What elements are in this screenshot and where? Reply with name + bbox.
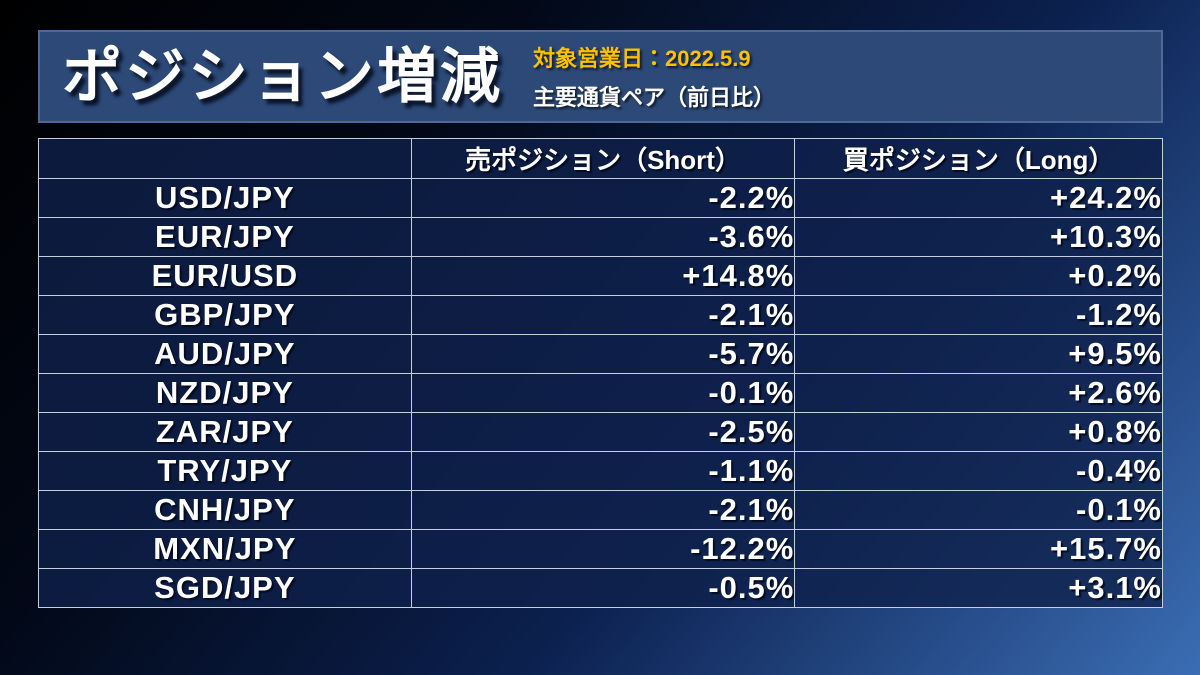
table-row: AUD/JPY -5.7% +9.5% bbox=[38, 334, 1163, 374]
long-value-cell: -1.2% bbox=[794, 295, 1163, 335]
currency-pair-cell: EUR/JPY bbox=[38, 217, 412, 257]
currency-pair-cell: TRY/JPY bbox=[38, 451, 412, 491]
long-value-cell: +10.3% bbox=[794, 217, 1163, 257]
pair-column-header bbox=[38, 138, 412, 179]
long-value-cell: +0.2% bbox=[794, 256, 1163, 296]
table-row: USD/JPY -2.2% +24.2% bbox=[38, 178, 1163, 218]
subtitle-label: 主要通貨ペア（前日比） bbox=[533, 85, 776, 110]
table-row: EUR/JPY -3.6% +10.3% bbox=[38, 217, 1163, 257]
long-column-header: 買ポジション（Long） bbox=[794, 138, 1163, 179]
short-column-header: 売ポジション（Short） bbox=[410, 138, 796, 179]
long-value-cell: -0.1% bbox=[794, 490, 1163, 530]
short-value-cell: -2.1% bbox=[410, 490, 796, 530]
currency-pair-cell: GBP/JPY bbox=[38, 295, 412, 335]
short-value-cell: -5.7% bbox=[410, 334, 796, 374]
long-value-cell: +15.7% bbox=[794, 529, 1163, 569]
table-row: NZD/JPY -0.1% +2.6% bbox=[38, 373, 1163, 413]
page-title: ポジション増減 bbox=[62, 42, 503, 110]
long-value-cell: +3.1% bbox=[794, 568, 1163, 608]
long-value-cell: -0.4% bbox=[794, 451, 1163, 491]
currency-pair-cell: EUR/USD bbox=[38, 256, 412, 296]
table-row: CNH/JPY -2.1% -0.1% bbox=[38, 490, 1163, 530]
currency-pair-cell: ZAR/JPY bbox=[38, 412, 412, 452]
short-value-cell: -2.2% bbox=[410, 178, 796, 218]
currency-pair-cell: AUD/JPY bbox=[38, 334, 412, 374]
short-value-cell: -1.1% bbox=[410, 451, 796, 491]
long-value-cell: +24.2% bbox=[794, 178, 1163, 218]
business-day-label: 対象営業日：2022.5.9 bbox=[533, 46, 751, 71]
title-box: ポジション増減 対象営業日：2022.5.9 主要通貨ペア（前日比） bbox=[38, 30, 1163, 123]
short-value-cell: -0.1% bbox=[410, 373, 796, 413]
table-row: TRY/JPY -1.1% -0.4% bbox=[38, 451, 1163, 491]
short-value-cell: -2.5% bbox=[410, 412, 796, 452]
table-row: GBP/JPY -2.1% -1.2% bbox=[38, 295, 1163, 335]
table-header-row: 売ポジション（Short） 買ポジション（Long） bbox=[38, 138, 1163, 179]
table-row: EUR/USD +14.8% +0.2% bbox=[38, 256, 1163, 296]
title-subtitle-group: 対象営業日：2022.5.9 主要通貨ペア（前日比） bbox=[533, 41, 775, 112]
short-value-cell: -0.5% bbox=[410, 568, 796, 608]
short-value-cell: -2.1% bbox=[410, 295, 796, 335]
long-value-cell: +0.8% bbox=[794, 412, 1163, 452]
table-row: MXN/JPY -12.2% +15.7% bbox=[38, 529, 1163, 569]
currency-pair-cell: USD/JPY bbox=[38, 178, 412, 218]
currency-pair-cell: MXN/JPY bbox=[38, 529, 412, 569]
currency-pair-cell: NZD/JPY bbox=[38, 373, 412, 413]
short-value-cell: +14.8% bbox=[410, 256, 796, 296]
long-value-cell: +2.6% bbox=[794, 373, 1163, 413]
table-row: SGD/JPY -0.5% +3.1% bbox=[38, 568, 1163, 608]
currency-pair-cell: SGD/JPY bbox=[38, 568, 412, 608]
long-value-cell: +9.5% bbox=[794, 334, 1163, 374]
short-value-cell: -3.6% bbox=[410, 217, 796, 257]
table-row: ZAR/JPY -2.5% +0.8% bbox=[38, 412, 1163, 452]
short-value-cell: -12.2% bbox=[410, 529, 796, 569]
positions-table: 売ポジション（Short） 買ポジション（Long） USD/JPY -2.2%… bbox=[38, 138, 1163, 608]
currency-pair-cell: CNH/JPY bbox=[38, 490, 412, 530]
